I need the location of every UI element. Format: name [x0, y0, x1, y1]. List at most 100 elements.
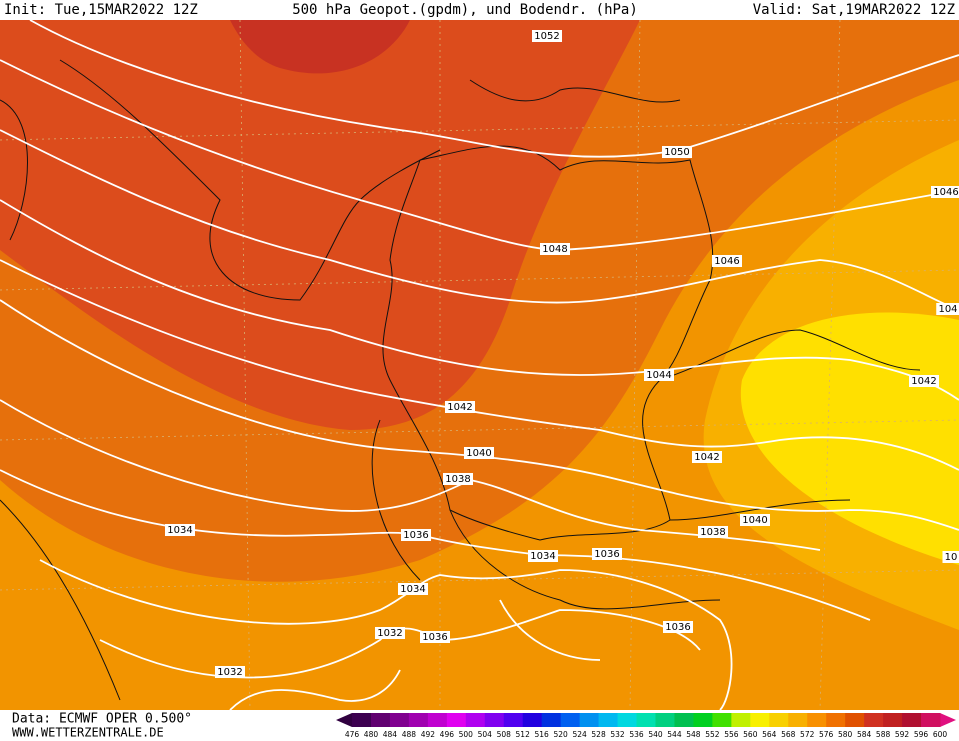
isobar-label: 1038	[700, 527, 725, 538]
colorbar-label: 528	[591, 730, 606, 739]
colorbar-label: 476	[345, 730, 360, 739]
valid-time: Valid: Sat,19MAR2022 12Z	[753, 2, 955, 18]
isobar-label: 1034	[400, 584, 425, 595]
colorbar-label: 564	[762, 730, 777, 739]
colorbar-cell	[522, 713, 543, 727]
isobar-label-bg	[443, 473, 473, 485]
colorbar-label: 516	[535, 730, 550, 739]
isobar-label-bg	[532, 30, 562, 42]
colorbar-label: 576	[819, 730, 834, 739]
colorbar-cell	[864, 713, 884, 727]
colorbar-label: 592	[895, 730, 910, 739]
isobar-label-bg	[712, 255, 742, 267]
isobar-label-bg	[644, 369, 674, 381]
colorbar-cell	[446, 713, 467, 727]
isobar-label: 1048	[542, 244, 567, 255]
colorbar-label: 596	[914, 730, 929, 739]
colorbar-label: 588	[876, 730, 891, 739]
colorbar-cell	[560, 713, 581, 727]
colorbar-label: 512	[516, 730, 531, 739]
isobar-label-bg	[540, 243, 570, 255]
isobar-label: 10	[945, 552, 958, 563]
colorbar-label: 524	[572, 730, 587, 739]
colorbar-label: 500	[459, 730, 474, 739]
isobar-label: 1036	[403, 530, 428, 541]
map-title: 500 hPa Geopot.(gpdm), und Bodendr. (hPa…	[292, 2, 638, 18]
map-field	[0, 19, 959, 711]
colorbar-label: 572	[800, 730, 815, 739]
colorbar-label: 544	[667, 730, 682, 739]
data-source: Data: ECMWF OPER 0.500°	[12, 712, 192, 727]
colorbar-label: 480	[364, 730, 379, 739]
colorbar-cell	[503, 713, 524, 727]
isobar-label-bg	[942, 551, 959, 563]
isobar-label-bg	[692, 451, 722, 463]
isobar-label: 1034	[530, 551, 555, 562]
colorbar-cell	[579, 713, 600, 727]
isobar-label: 1040	[466, 448, 491, 459]
colorbar-label: 532	[610, 730, 625, 739]
colorbar-cell	[598, 713, 619, 727]
colorbar-label: 496	[440, 730, 455, 739]
colorbar-label: 536	[629, 730, 644, 739]
colorbar-label: 520	[553, 730, 568, 739]
isobar-label-bg	[931, 186, 959, 198]
isobar-label: 1036	[665, 622, 690, 633]
colorbar-label: 568	[781, 730, 796, 739]
colorbar-cell	[788, 713, 808, 727]
colorbar-label: 504	[478, 730, 493, 739]
colorbar-cell	[750, 713, 770, 727]
colorbar-cell	[921, 713, 941, 727]
isobar-label-bg	[740, 514, 770, 526]
colorbar-cell	[807, 713, 827, 727]
isobar-label: 1046	[933, 187, 958, 198]
isobar-label: 104	[938, 304, 957, 315]
isobar-label-bg	[663, 621, 693, 633]
colorbar-label: 548	[686, 730, 701, 739]
colorbar-label: 488	[402, 730, 417, 739]
colorbar-label: 484	[383, 730, 398, 739]
isobar-label-bg	[698, 526, 728, 538]
colorbar-cell	[845, 713, 865, 727]
isobar-label: 1034	[167, 525, 192, 536]
isobar-label-bg	[420, 631, 450, 643]
colorbar-cell	[352, 713, 372, 727]
colorbar-cell	[484, 713, 505, 727]
isobar-label: 1052	[534, 31, 559, 42]
isobar-label: 1038	[445, 474, 470, 485]
isobar-label-bg	[215, 666, 245, 678]
isobar-label: 1040	[742, 515, 767, 526]
colorbar-cell	[408, 713, 429, 727]
colorbar-label: 556	[724, 730, 739, 739]
colorbar-cell	[370, 713, 391, 727]
isobar-label: 1036	[594, 549, 619, 560]
isobar-label-bg	[909, 375, 939, 387]
colorbar-cell	[674, 713, 694, 727]
isobar-label-bg	[375, 627, 405, 639]
colorbar-label: 580	[838, 730, 853, 739]
colorbar-label: 508	[497, 730, 512, 739]
colorbar-label: 560	[743, 730, 758, 739]
isobar-label-bg	[398, 583, 428, 595]
colorbar-label: 552	[705, 730, 720, 739]
colorbar-label: 540	[648, 730, 663, 739]
isobar-label-bg	[401, 529, 431, 541]
colorbar-cell	[617, 713, 638, 727]
isobar-label: 1044	[646, 370, 671, 381]
isobar-label-bg	[528, 550, 558, 562]
isobar-label: 1036	[422, 632, 447, 643]
colorbar-cell	[465, 713, 486, 727]
colorbar-cell	[693, 713, 713, 727]
website: WWW.WETTERZENTRALE.DE	[12, 726, 164, 740]
colorbar-cell	[731, 713, 751, 727]
colorbar-arrow-left	[336, 713, 352, 727]
colorbar-cell	[769, 713, 789, 727]
shade-darkred	[230, 20, 410, 74]
isobar-label: 1042	[911, 376, 936, 387]
isobar-label: 1046	[714, 256, 739, 267]
colorbar-cell	[655, 713, 675, 727]
isobar-label-bg	[592, 548, 622, 560]
isobar-label: 1032	[217, 667, 242, 678]
shade-red	[0, 20, 640, 430]
